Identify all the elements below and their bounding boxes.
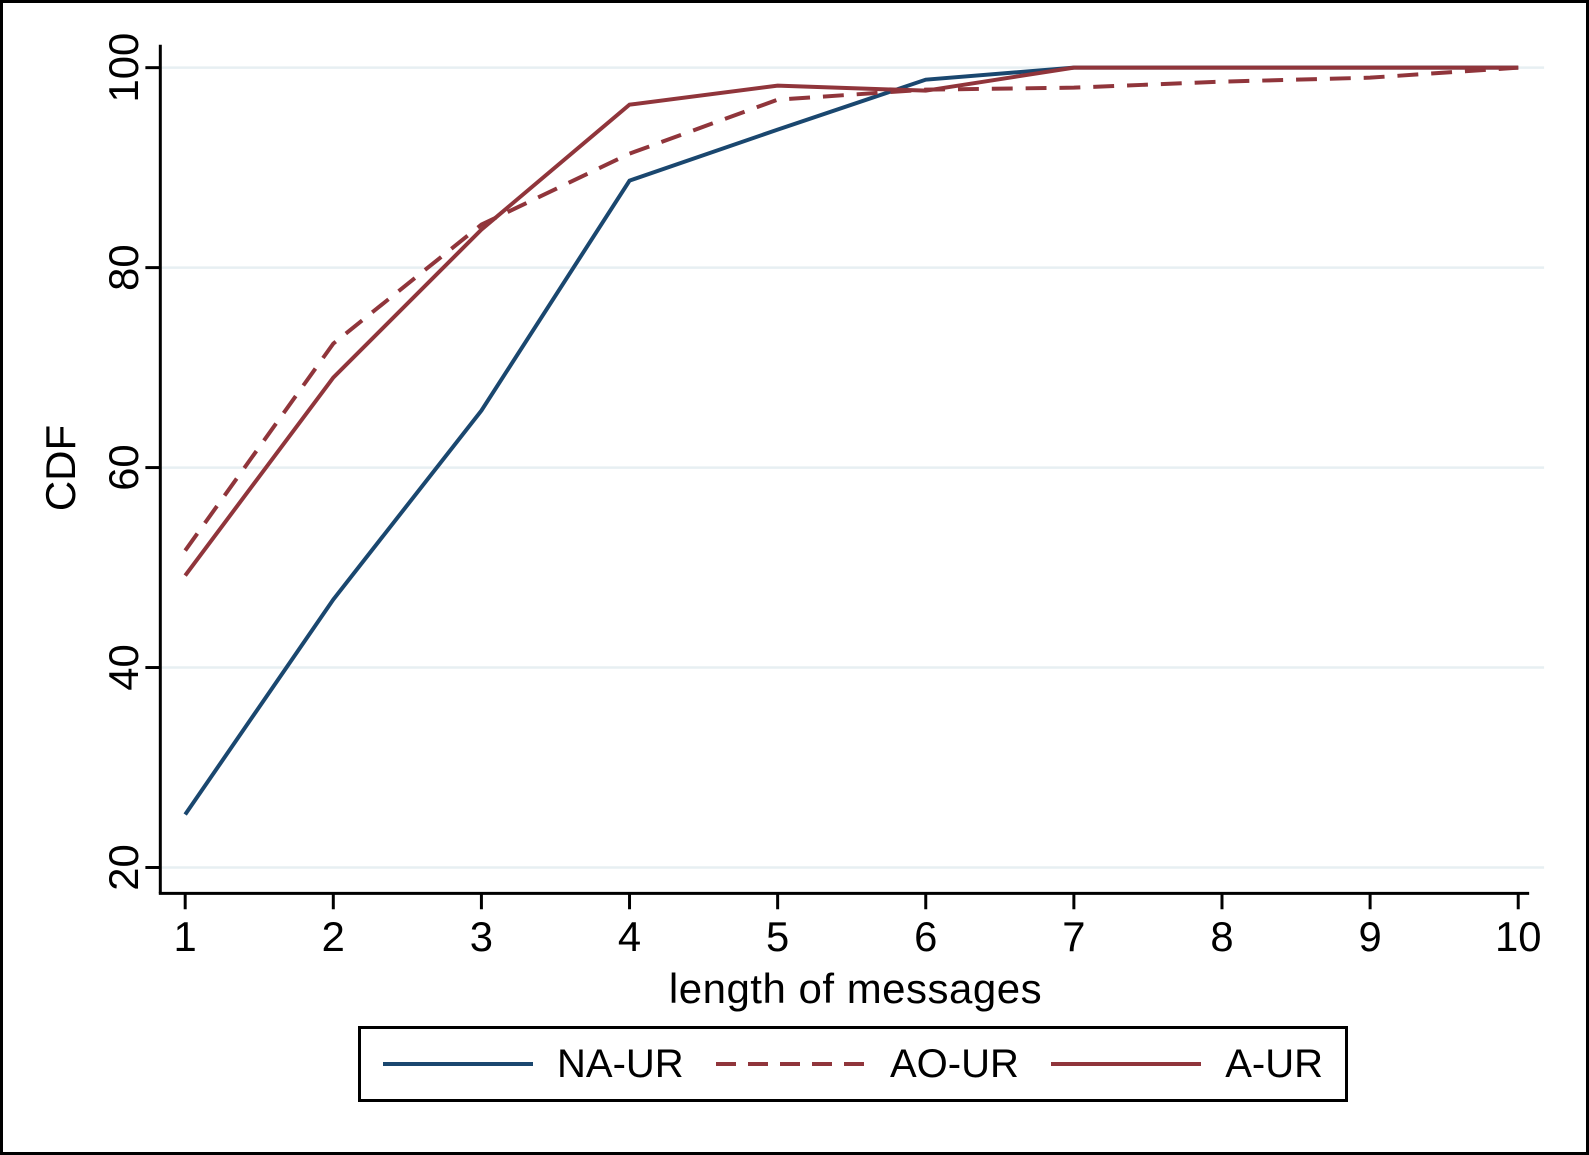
legend-item-a-ur: A-UR <box>1051 1042 1323 1087</box>
legend-item-na-ur: NA-UR <box>383 1042 684 1087</box>
legend-swatch-dashed-maroon-icon <box>716 1062 866 1066</box>
x-tick-label: 4 <box>618 913 641 960</box>
y-tick-label: 80 <box>100 244 147 290</box>
legend-label: AO-UR <box>890 1041 1019 1086</box>
legend-label: A-UR <box>1225 1041 1323 1086</box>
plot-area: 20 40 60 80 100 1 2 3 4 5 6 7 8 9 10 <box>100 33 1545 960</box>
x-tick-label: 5 <box>766 913 789 960</box>
series-line-AO-UR <box>183 65 1519 552</box>
x-tick-label: 2 <box>322 913 345 960</box>
legend-swatch-solid-navy-icon <box>383 1062 533 1066</box>
x-tick-label: 10 <box>1495 913 1541 960</box>
x-tick-label: 9 <box>1358 913 1381 960</box>
x-axis-title: length of messages <box>668 965 1043 1012</box>
y-tick-label: 20 <box>100 844 147 890</box>
legend-item-ao-ur: AO-UR <box>716 1042 1019 1087</box>
x-tick-label: 8 <box>1210 913 1233 960</box>
legend-label: NA-UR <box>557 1041 684 1086</box>
y-tick-label: 100 <box>100 33 147 103</box>
x-tick-label: 7 <box>1062 913 1085 960</box>
series-line-A-UR <box>183 65 1519 577</box>
y-axis-title: CDF <box>37 424 84 512</box>
y-tick-label: 60 <box>100 444 147 490</box>
y-tick-label: 40 <box>100 644 147 690</box>
x-tick-label: 6 <box>914 913 937 960</box>
legend-swatch-solid-maroon-icon <box>1051 1062 1202 1066</box>
x-tick-label: 3 <box>470 913 493 960</box>
x-tick-label: 1 <box>174 913 197 960</box>
series-line-NA-UR <box>183 65 1519 816</box>
legend: NA-UR AO-UR A-UR <box>358 1026 1348 1102</box>
